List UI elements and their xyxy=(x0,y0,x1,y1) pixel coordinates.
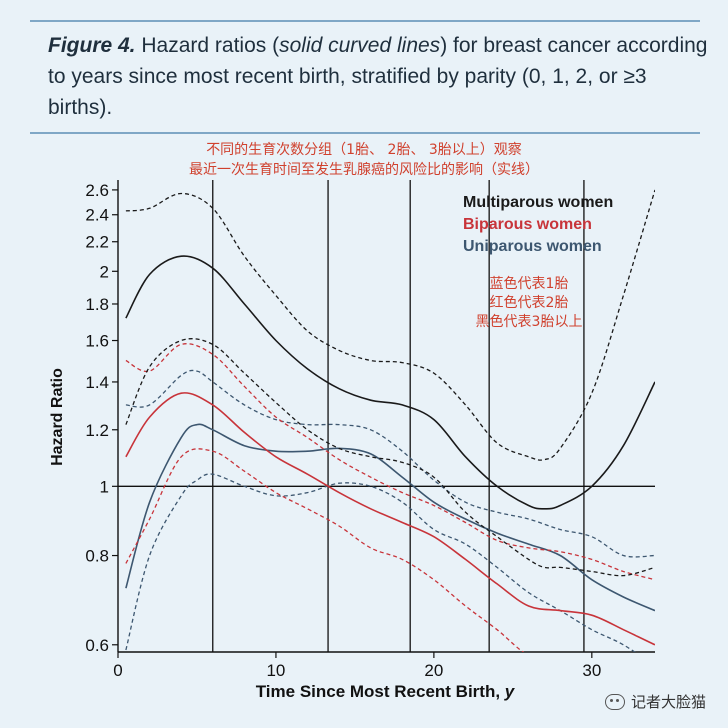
watermark: 记者大脸猫 xyxy=(604,691,706,712)
annotation-line-2: 最近一次生育时间至发生乳腺癌的风险比的影响（实线） xyxy=(189,162,539,178)
side-note-line2: 红色代表2胎 xyxy=(490,294,569,311)
y-tick-label: 2.6 xyxy=(85,181,109,200)
x-axis-label-text: Time Since Most Recent Birth, xyxy=(256,682,505,701)
y-tick-label: 2.4 xyxy=(85,206,109,225)
caption-text-before: Hazard ratios ( xyxy=(141,34,280,57)
x-axis-label-unit: y xyxy=(504,682,516,701)
y-tick-label: 0.8 xyxy=(85,547,109,566)
caption-text-after: ) for breast cancer according to years s… xyxy=(48,34,708,119)
annotation-line-1: 不同的生育次数分组（1胎、 2胎、 3胎以上）观察 xyxy=(206,142,522,158)
side-note-line3: 黑色代表3胎以上 xyxy=(476,313,583,330)
x-tick-label: 30 xyxy=(582,661,601,680)
uniparous-upper-ci-line xyxy=(125,369,655,558)
uniparous-hazard-line xyxy=(125,423,655,612)
x-tick-label: 0 xyxy=(113,661,122,680)
legend-biparous: Biparous women xyxy=(463,216,592,233)
biparous-upper-ci-line xyxy=(125,343,655,581)
y-tick-label: 1.8 xyxy=(85,295,109,314)
y-tick-label: 2.2 xyxy=(85,233,109,252)
multiparous-lower-ci-line xyxy=(125,338,655,577)
caption-top-rule xyxy=(30,20,700,22)
x-tick-label: 10 xyxy=(266,661,285,680)
y-tick-label: 2 xyxy=(100,262,109,281)
caption-bottom-rule xyxy=(30,132,700,134)
legend-uniparous: Uniparous women xyxy=(463,238,602,255)
y-tick-label: 1 xyxy=(100,477,109,496)
uniparous-lower-ci-line xyxy=(125,473,636,652)
caption-text-italic: solid curved lines xyxy=(279,34,441,57)
multiparous-hazard-line xyxy=(125,255,655,510)
x-tick-label: 20 xyxy=(424,661,443,680)
side-note-line1: 蓝色代表1胎 xyxy=(490,275,569,292)
series-layer xyxy=(125,189,655,652)
watermark-text: 记者大脸猫 xyxy=(630,693,706,711)
figure-caption: Figure 4. Hazard ratios (solid curved li… xyxy=(48,30,708,123)
y-tick-label: 1.6 xyxy=(85,332,109,351)
y-tick-label: 0.6 xyxy=(85,636,109,655)
y-axis-label: Hazard Ratio xyxy=(49,368,66,466)
biparous-hazard-line xyxy=(125,392,655,646)
legend-multiparous: Multiparous women xyxy=(463,194,613,211)
y-tick-label: 1.4 xyxy=(85,373,109,392)
figure-label: Figure 4. xyxy=(48,34,136,57)
y-tick-label: 1.2 xyxy=(85,421,109,440)
x-axis-label: Time Since Most Recent Birth, y xyxy=(256,682,516,701)
biparous-lower-ci-line xyxy=(125,448,525,652)
wechat-icon xyxy=(604,693,625,710)
